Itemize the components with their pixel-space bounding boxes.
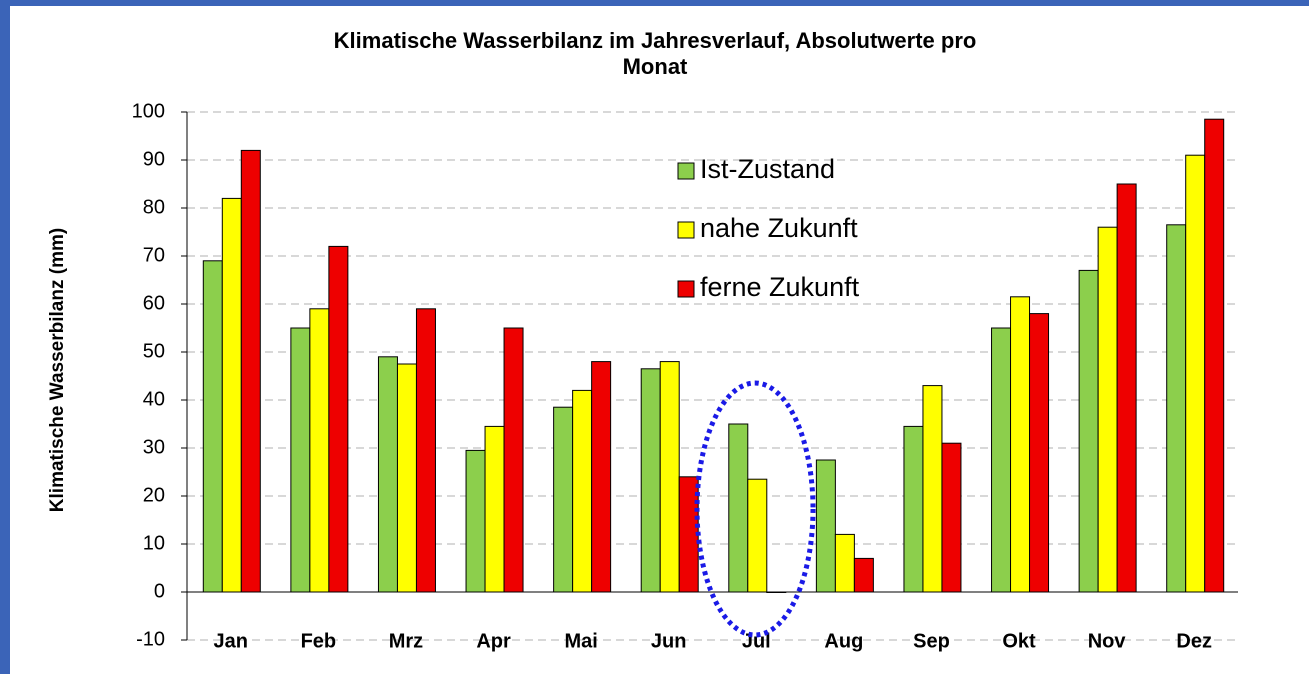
y-tick-label: 0 <box>154 580 165 602</box>
bar <box>747 478 768 593</box>
y-tick-label: 100 <box>132 100 165 122</box>
bar <box>415 308 436 593</box>
bar <box>640 368 661 593</box>
bar <box>659 361 680 593</box>
bar <box>1078 269 1099 593</box>
bar <box>903 425 924 593</box>
bar <box>834 533 855 593</box>
bar <box>309 308 330 593</box>
bar <box>240 149 261 593</box>
x-tick-label: Dez <box>1176 630 1212 652</box>
legend-label: ferne Zukunft <box>700 272 860 302</box>
legend-swatch <box>677 162 695 180</box>
bar <box>991 327 1012 593</box>
bar <box>922 385 943 593</box>
bar <box>941 442 962 593</box>
y-axis-label: Klimatische Wasserbilanz (mm) <box>47 228 68 512</box>
x-tick-label: Mai <box>564 630 597 652</box>
bar <box>853 557 874 593</box>
bar <box>591 361 612 593</box>
legend-swatch <box>677 221 695 239</box>
x-tick-label: Jan <box>214 630 248 652</box>
x-tick-label: Mrz <box>389 630 423 652</box>
x-tick-label: Nov <box>1088 630 1127 652</box>
bar <box>1097 226 1118 593</box>
bar <box>465 449 486 593</box>
bar <box>1185 154 1206 593</box>
bar <box>766 591 787 593</box>
x-tick-label: Sep <box>913 630 950 652</box>
x-tick-label: Okt <box>1002 630 1036 652</box>
bar <box>290 327 311 593</box>
bar <box>572 389 593 593</box>
bar <box>1166 224 1187 593</box>
bar <box>503 327 524 593</box>
y-tick-label: 70 <box>143 244 165 266</box>
bar <box>815 459 836 593</box>
legend-swatch <box>677 280 695 298</box>
y-tick-label: 90 <box>143 148 165 170</box>
bar <box>1010 296 1031 593</box>
y-tick-label: 10 <box>143 532 165 554</box>
y-tick-label: 30 <box>143 436 165 458</box>
chart-title: Klimatische Wasserbilanz im Jahresverlau… <box>333 28 977 79</box>
bar <box>1204 118 1225 593</box>
bar <box>728 423 749 593</box>
bar <box>1116 183 1137 593</box>
highlight-ellipse <box>694 380 816 638</box>
legend-label: Ist-Zustand <box>700 154 835 184</box>
y-tick-label: 80 <box>143 196 165 218</box>
bar <box>328 245 349 593</box>
bar <box>202 260 223 593</box>
bar <box>484 425 505 593</box>
bar <box>221 197 242 593</box>
x-tick-label: Feb <box>301 630 337 652</box>
bar <box>396 363 417 593</box>
y-tick-label: 50 <box>143 340 165 362</box>
y-tick-label: -10 <box>136 628 165 650</box>
bar <box>553 406 574 593</box>
y-tick-label: 40 <box>143 388 165 410</box>
y-tick-label: 20 <box>143 484 165 506</box>
bar <box>1029 313 1050 593</box>
legend-label: nahe Zukunft <box>700 213 858 243</box>
x-tick-label: Aug <box>824 630 863 652</box>
x-tick-label: Apr <box>476 630 511 652</box>
x-tick-label: Jun <box>651 630 687 652</box>
bar <box>377 356 398 593</box>
y-tick-label: 60 <box>143 292 165 314</box>
